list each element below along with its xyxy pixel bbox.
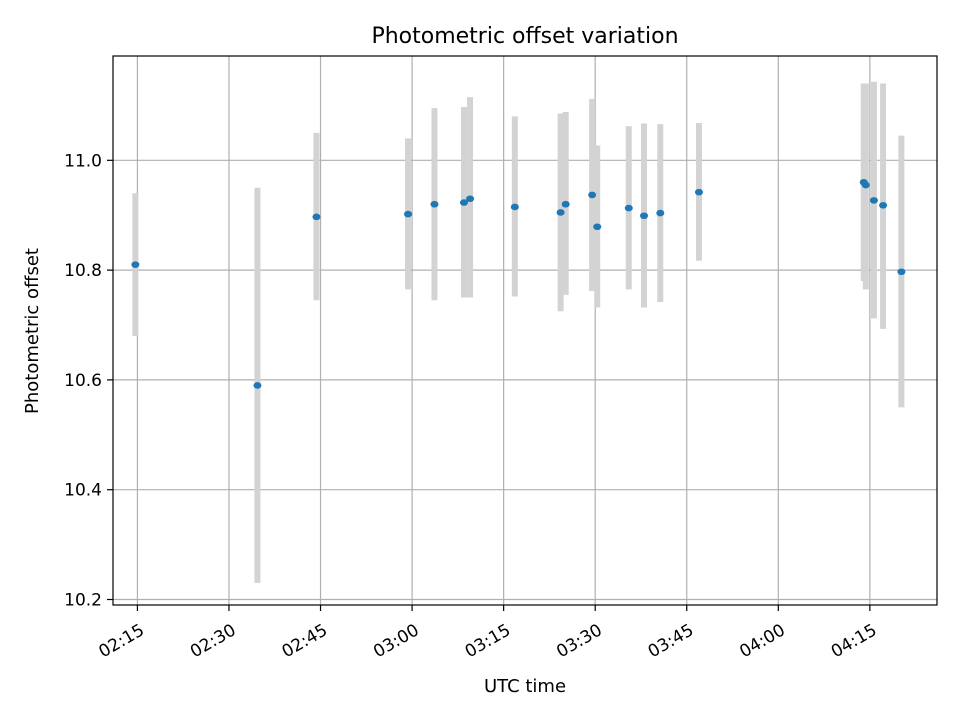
y-tick-label: 10.2 [64, 591, 102, 611]
data-point [459, 199, 468, 206]
y-axis-ticks: 10.2 10.4 10.6 10.8 11.0 [64, 151, 113, 611]
data-point [897, 268, 906, 276]
data-point [556, 209, 565, 216]
data-point [312, 213, 321, 221]
data-point [861, 181, 870, 189]
x-axis-label: UTC time [484, 676, 566, 697]
y-tick-label: 10.4 [64, 481, 102, 501]
data-point [640, 212, 649, 220]
data-point [879, 202, 888, 209]
data-point [131, 261, 140, 268]
data-point [593, 223, 602, 231]
data-point [869, 197, 878, 204]
data-points [131, 178, 906, 389]
y-tick-label: 11.0 [64, 151, 102, 171]
y-tick-label: 10.6 [64, 371, 102, 391]
data-point [510, 203, 519, 211]
y-axis-label: Photometric offset [22, 248, 43, 414]
data-point [561, 200, 570, 208]
data-point [253, 382, 262, 389]
data-point [694, 188, 703, 196]
data-point [430, 200, 439, 208]
data-point [624, 204, 633, 212]
data-point [656, 209, 665, 217]
chart-title: Photometric offset variation [371, 24, 678, 49]
data-point [588, 191, 597, 199]
plot-frame [112, 55, 938, 606]
data-point [404, 210, 413, 218]
y-tick-label: 10.8 [64, 261, 102, 281]
data-point [466, 195, 475, 203]
